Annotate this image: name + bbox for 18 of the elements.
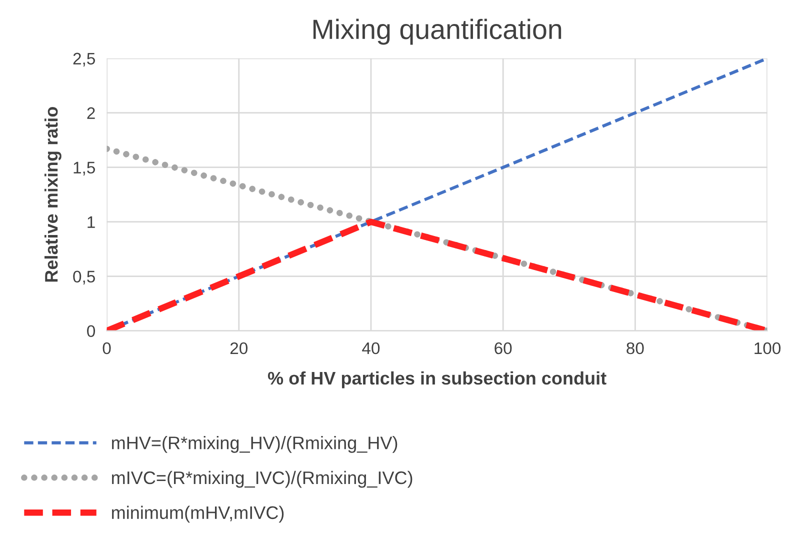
y-tick-label: 2,5 [73, 52, 95, 67]
x-tick-label: 0 [102, 342, 111, 354]
x-tick-label: 80 [626, 342, 644, 354]
chart-title: Mixing quantification [313, 18, 562, 45]
y-axis-title: Relative mixing ratio [44, 107, 62, 282]
legend-label: mHV=(R*mixing_HV)/(Rmixing_HV) [112, 436, 398, 453]
x-tick-label: 60 [494, 342, 512, 354]
x-tick-label: 100 [754, 342, 781, 354]
y-tick-label: 0,5 [73, 270, 95, 285]
x-tick-label: 20 [230, 342, 248, 354]
y-tick-label: 2 [87, 107, 95, 119]
y-tick-label: 1,5 [74, 162, 95, 176]
x-axis-title: % of HV particles in subsection conduit [268, 371, 606, 388]
legend-label: mIVC=(R*mixing_IVC)/(Rmixing_IVC) [112, 470, 412, 488]
y-tick-label: 1 [88, 216, 95, 228]
x-tick-label: 40 [362, 342, 380, 354]
legend-label: minimum(mHV,mIVC) [112, 506, 284, 523]
y-tick-label: 0 [87, 325, 96, 338]
